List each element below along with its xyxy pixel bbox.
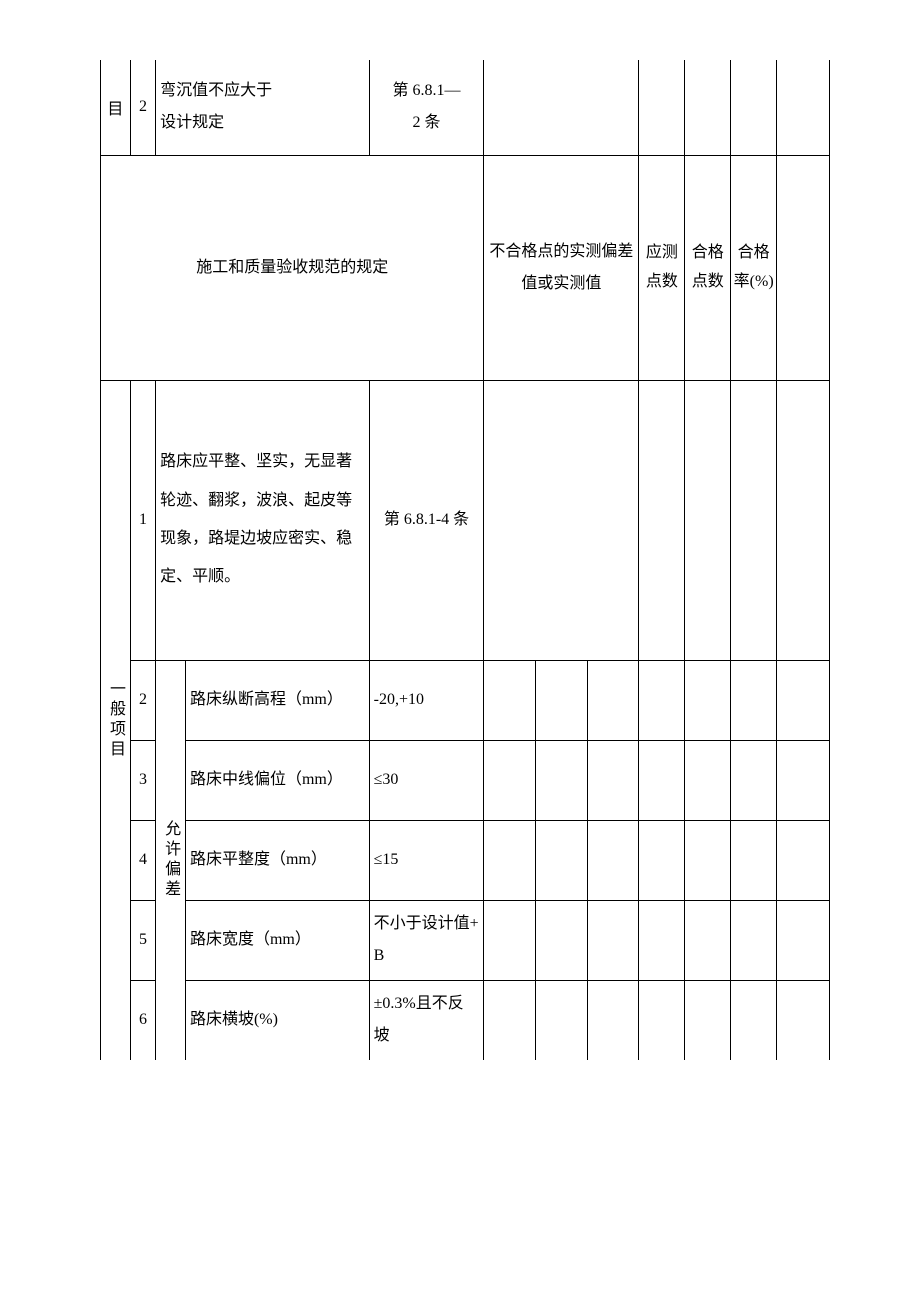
g4-pass xyxy=(685,820,731,900)
g4-m2 xyxy=(536,820,588,900)
row-mu-desc-line1: 弯沉值不应大于 xyxy=(160,75,365,107)
g2-desc: 路床纵断高程（mm） xyxy=(185,660,369,740)
g1-meas xyxy=(484,380,639,660)
inspection-table: 目 2 弯沉值不应大于 设计规定 第 6.8.1— 2 条 施工和质量验收规范的… xyxy=(100,60,830,1060)
g4-m1 xyxy=(484,820,536,900)
g2-num: 2 xyxy=(130,660,155,740)
col-measured-header: 不合格点的实测偏差值或实测值 xyxy=(484,155,639,380)
g6-val: ±0.3%且不反坡 xyxy=(369,980,484,1060)
col-pass-header: 合格点数 xyxy=(685,155,731,380)
row-mu-num: 2 xyxy=(130,60,155,155)
row-mu-ref-line1: 第 6.8.1— xyxy=(372,75,482,107)
g3-val: ≤30 xyxy=(369,740,484,820)
g3-should xyxy=(639,740,685,820)
section-label-cell: 一般项目 xyxy=(101,380,131,1060)
g6-num: 6 xyxy=(130,980,155,1060)
g5-desc: 路床宽度（mm） xyxy=(185,900,369,980)
g4-desc: 路床平整度（mm） xyxy=(185,820,369,900)
g2-extra xyxy=(777,660,830,740)
g2-should xyxy=(639,660,685,740)
g1-rate xyxy=(731,380,777,660)
g5-pass xyxy=(685,900,731,980)
g5-rate xyxy=(731,900,777,980)
g1-ref: 第 6.8.1-4 条 xyxy=(369,380,484,660)
g5-should xyxy=(639,900,685,980)
row-mu-ref-line2: 2 条 xyxy=(372,107,482,139)
spec-header: 施工和质量验收规范的规定 xyxy=(101,155,484,380)
row-mu-should xyxy=(639,60,685,155)
g1-desc: 路床应平整、坚实，无显著轮迹、翻浆，波浪、起皮等现象，路堤边坡应密实、稳定、平顺… xyxy=(156,380,370,660)
g2-m1 xyxy=(484,660,536,740)
section-label: 一般项目 xyxy=(103,680,127,760)
col-rate-header: 合格率(%) xyxy=(731,155,777,380)
g4-rate xyxy=(731,820,777,900)
g3-extra xyxy=(777,740,830,820)
g6-m2 xyxy=(536,980,588,1060)
g3-m1 xyxy=(484,740,536,820)
g2-m3 xyxy=(587,660,639,740)
g5-extra xyxy=(777,900,830,980)
row-mu-desc-line2: 设计规定 xyxy=(160,107,365,139)
row-mu-pass xyxy=(685,60,731,155)
row-mu-desc: 弯沉值不应大于 设计规定 xyxy=(156,60,370,155)
g6-extra xyxy=(777,980,830,1060)
g6-rate xyxy=(731,980,777,1060)
g6-should xyxy=(639,980,685,1060)
g4-should xyxy=(639,820,685,900)
g2-val: -20,+10 xyxy=(369,660,484,740)
g5-m2 xyxy=(536,900,588,980)
row-mu-meas xyxy=(484,60,639,155)
row-mu-ref: 第 6.8.1— 2 条 xyxy=(369,60,484,155)
g3-m2 xyxy=(536,740,588,820)
g6-m1 xyxy=(484,980,536,1060)
g3-pass xyxy=(685,740,731,820)
g3-num: 3 xyxy=(130,740,155,820)
g3-desc: 路床中线偏位（mm） xyxy=(185,740,369,820)
col-should-header: 应测点数 xyxy=(639,155,685,380)
g5-m3 xyxy=(587,900,639,980)
g2-rate xyxy=(731,660,777,740)
g6-desc: 路床横坡(%) xyxy=(185,980,369,1060)
g6-pass xyxy=(685,980,731,1060)
g4-num: 4 xyxy=(130,820,155,900)
g4-m3 xyxy=(587,820,639,900)
col-extra-header xyxy=(777,155,830,380)
g1-pass xyxy=(685,380,731,660)
g1-extra xyxy=(777,380,830,660)
g4-extra xyxy=(777,820,830,900)
g3-m3 xyxy=(587,740,639,820)
g5-m1 xyxy=(484,900,536,980)
g5-val: 不小于设计值+B xyxy=(369,900,484,980)
g6-m3 xyxy=(587,980,639,1060)
tolerance-label: 允许偏差 xyxy=(158,820,182,900)
row-mu-rate xyxy=(731,60,777,155)
g5-num: 5 xyxy=(130,900,155,980)
g1-should xyxy=(639,380,685,660)
g2-m2 xyxy=(536,660,588,740)
row-mu-extra xyxy=(777,60,830,155)
g2-pass xyxy=(685,660,731,740)
g4-val: ≤15 xyxy=(369,820,484,900)
tolerance-label-cell: 允许偏差 xyxy=(156,660,186,1060)
g1-num: 1 xyxy=(130,380,155,660)
mu-label-cell: 目 xyxy=(101,60,131,155)
g3-rate xyxy=(731,740,777,820)
